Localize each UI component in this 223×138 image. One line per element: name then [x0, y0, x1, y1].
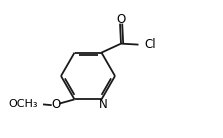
Text: N: N: [99, 98, 107, 111]
Text: O: O: [116, 13, 126, 26]
Text: OCH₃: OCH₃: [8, 99, 38, 109]
Text: O: O: [51, 98, 60, 111]
Text: Cl: Cl: [145, 38, 156, 51]
